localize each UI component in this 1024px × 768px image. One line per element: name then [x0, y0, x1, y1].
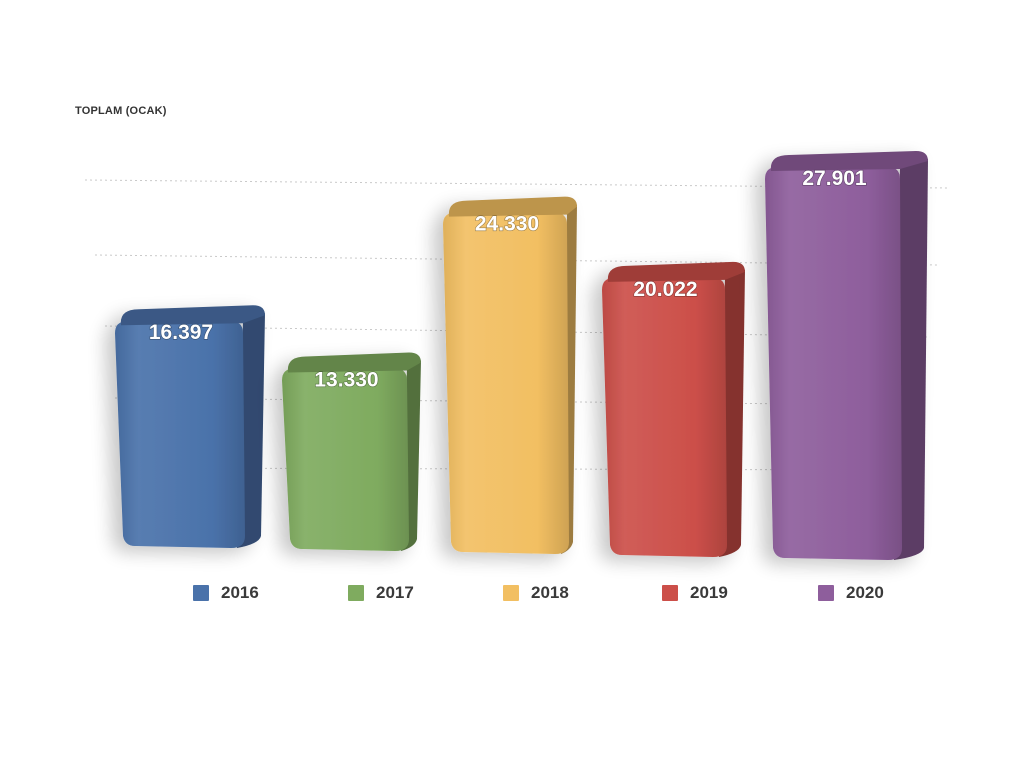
data-label: 13.330 — [314, 368, 378, 391]
bar-front — [443, 212, 569, 554]
chart-title: TOPLAM (OCAK) — [75, 105, 167, 117]
bar-2018 — [443, 196, 577, 554]
legend-label: 2017 — [376, 583, 414, 602]
legend-label: 2016 — [221, 583, 259, 602]
bar-front — [602, 277, 727, 557]
legend-swatch — [818, 585, 834, 601]
legend-item: 2019 — [662, 580, 728, 606]
bar-front — [115, 321, 245, 548]
legend: 2016 2017 2018 2019 2020 — [0, 580, 1024, 606]
legend-item: 2020 — [818, 580, 884, 606]
bar-2016 — [115, 305, 266, 548]
bar-top — [770, 151, 928, 172]
bar-front — [282, 368, 409, 551]
data-label: 20.022 — [633, 278, 697, 301]
legend-item: 2016 — [193, 580, 259, 606]
legend-item: 2017 — [348, 580, 414, 606]
legend-swatch — [348, 585, 364, 601]
bars: 16.397 13.330 24.330 20.022 27.901 — [115, 151, 928, 560]
bar-2017 — [282, 352, 421, 551]
bar-front — [765, 167, 902, 560]
legend-label: 2018 — [531, 583, 569, 602]
bar-top — [120, 305, 266, 326]
legend-item: 2018 — [503, 580, 569, 606]
legend-swatch — [662, 585, 678, 601]
data-label: 16.397 — [149, 321, 213, 344]
bar-top — [287, 352, 421, 373]
bar-2020 — [765, 151, 928, 560]
bar-2019 — [602, 261, 745, 557]
bar-side — [894, 159, 928, 560]
legend-swatch — [503, 585, 519, 601]
legend-swatch — [193, 585, 209, 601]
bar-top — [607, 261, 745, 282]
legend-label: 2019 — [690, 583, 728, 602]
legend-label: 2020 — [846, 583, 884, 602]
grid-line — [94, 254, 941, 266]
bar-top — [448, 196, 577, 217]
data-label: 27.901 — [802, 167, 867, 190]
data-label: 24.330 — [475, 213, 539, 236]
